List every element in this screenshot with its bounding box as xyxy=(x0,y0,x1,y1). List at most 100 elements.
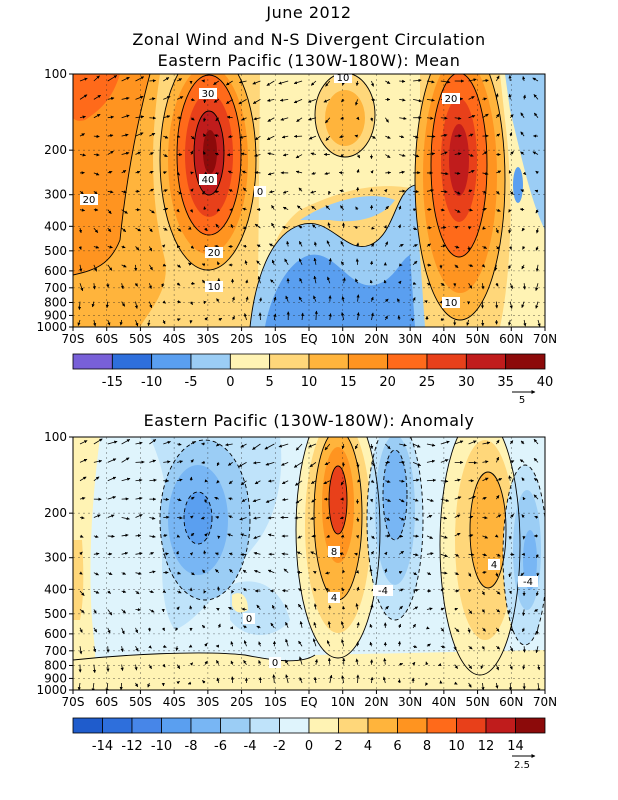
wind-vector xyxy=(340,205,345,210)
wind-vector xyxy=(121,245,126,249)
wind-vector xyxy=(203,590,207,594)
wind-vector xyxy=(176,78,183,82)
wind-vector xyxy=(325,117,331,124)
wind-vector xyxy=(412,498,419,502)
x-tick-label: 70S xyxy=(62,695,85,709)
wind-vector xyxy=(310,152,317,156)
wind-vector xyxy=(176,664,181,670)
wind-vector xyxy=(93,264,97,272)
wind-vector xyxy=(265,462,275,466)
colorbar-swatch xyxy=(269,353,310,370)
wind-vector xyxy=(440,151,448,155)
wind-vector xyxy=(537,319,541,327)
colorbar-swatch xyxy=(338,717,369,734)
wind-vector xyxy=(93,172,100,176)
wind-vector xyxy=(496,170,502,174)
wind-vector xyxy=(440,133,448,137)
wind-vector xyxy=(454,134,462,138)
wind-vector xyxy=(399,98,406,102)
colorbar-tick-label: 30 xyxy=(458,375,475,390)
wind-vector xyxy=(536,554,540,559)
wind-vector xyxy=(509,301,513,309)
wind-vector xyxy=(311,171,317,175)
wind-vector xyxy=(440,459,449,463)
wind-vector xyxy=(426,443,436,447)
wind-vector xyxy=(328,258,332,265)
wind-vector xyxy=(385,117,389,123)
wind-vector xyxy=(327,222,331,229)
wind-vector xyxy=(296,551,303,555)
wind-vector xyxy=(147,319,151,327)
wind-vector xyxy=(412,588,419,592)
wind-vector xyxy=(495,93,499,100)
wind-vector xyxy=(135,552,143,556)
wind-vector xyxy=(308,443,317,448)
wind-vector xyxy=(134,627,138,634)
wind-vector xyxy=(314,310,318,321)
colorbar-swatch xyxy=(220,717,251,734)
wind-vector xyxy=(412,645,418,649)
wind-vector xyxy=(327,657,332,665)
x-tick-label: 60S xyxy=(95,695,118,709)
wind-vector xyxy=(187,681,192,685)
mean-axes: 70S 60S 50S 40S 30S 20S 10S EQ 10N 20N 30N 40N 50N 60… xyxy=(36,67,557,346)
x-tick-label: 40N xyxy=(432,332,456,346)
wind-vector xyxy=(533,494,539,500)
wind-vector xyxy=(134,283,138,287)
wind-vector xyxy=(412,462,422,466)
mean-contour-label: 10 xyxy=(337,73,350,84)
wind-vector xyxy=(79,627,83,633)
wind-vector xyxy=(385,479,391,483)
colorbar-swatch xyxy=(367,717,398,734)
wind-vector xyxy=(533,112,539,119)
x-tick-label: 40S xyxy=(163,332,186,346)
wind-vector xyxy=(440,440,450,445)
wind-vector xyxy=(177,318,181,322)
wind-vector xyxy=(176,134,181,138)
wind-vector xyxy=(259,297,263,302)
wind-vector xyxy=(107,534,115,538)
wind-vector xyxy=(161,283,165,288)
wind-vector xyxy=(93,190,98,195)
wind-vector xyxy=(121,609,126,614)
wind-vector xyxy=(267,98,275,102)
wind-vector xyxy=(482,496,487,501)
wind-vector xyxy=(190,572,195,576)
wind-vector xyxy=(281,135,289,139)
wind-vector xyxy=(313,275,317,284)
y-tick-label: 300 xyxy=(44,551,67,565)
x-tick-label: 60N xyxy=(499,332,523,346)
wind-vector xyxy=(79,609,85,613)
wind-vector xyxy=(121,439,131,445)
colorbar-tick-label: -8 xyxy=(185,739,198,754)
x-tick-label: 60N xyxy=(499,695,523,709)
wind-vector xyxy=(189,662,194,666)
wind-vector xyxy=(454,496,462,500)
wind-vector xyxy=(203,206,207,210)
anomaly-vector-reference-label: 2.5 xyxy=(514,760,530,771)
wind-vector xyxy=(121,516,130,521)
wind-vector xyxy=(397,224,402,229)
x-tick-label: 30S xyxy=(196,332,219,346)
wind-vector xyxy=(215,552,219,556)
wind-vector xyxy=(522,496,526,501)
wind-vector xyxy=(135,95,144,100)
wind-vector xyxy=(440,80,451,84)
wind-vector xyxy=(270,622,275,629)
wind-vector xyxy=(202,279,206,284)
wind-vector xyxy=(79,571,83,575)
wind-vector xyxy=(135,646,139,652)
wind-vector xyxy=(149,152,154,156)
wind-vector xyxy=(324,462,330,466)
wind-vector xyxy=(256,244,261,248)
wind-vector xyxy=(426,514,433,518)
wind-vector xyxy=(508,319,512,326)
wind-vector xyxy=(426,626,430,630)
wind-vector xyxy=(149,478,157,482)
wind-vector xyxy=(243,313,247,321)
wind-vector xyxy=(230,223,234,229)
wind-vector xyxy=(107,209,112,214)
wind-vector xyxy=(454,478,461,482)
wind-vector xyxy=(310,516,317,520)
wind-vector xyxy=(468,208,473,212)
